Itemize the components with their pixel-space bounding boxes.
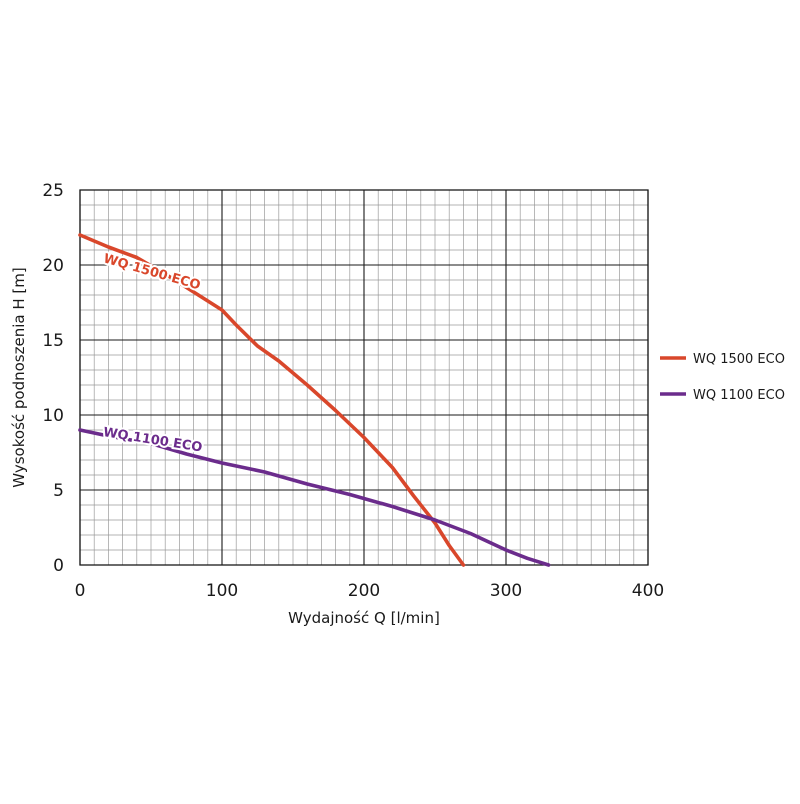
x-tick-label: 400	[632, 581, 664, 601]
x-tick-label: 100	[206, 581, 238, 601]
series-line-2	[78, 428, 551, 567]
plot-frame	[79, 189, 649, 566]
x-tick-label: 300	[490, 581, 522, 601]
x-axis-title: Wydajność Q [l/min]	[288, 609, 440, 627]
legend-label-2: WQ 1100 ECO	[693, 388, 785, 403]
x-tick-label: 200	[348, 581, 380, 601]
x-tick-label: 0	[75, 581, 86, 601]
y-tick-label: 10	[42, 406, 64, 426]
legend-label-1: WQ 1500 ECO	[693, 352, 785, 367]
y-tick-label: 25	[42, 181, 64, 201]
y-tick-label: 0	[53, 556, 64, 576]
y-tick-label: 15	[42, 331, 64, 351]
y-tick-label: 20	[42, 256, 64, 276]
y-axis-title: Wysokość podnoszenia H [m]	[10, 267, 28, 487]
series-line-1	[78, 233, 466, 567]
y-tick-label: 5	[53, 481, 64, 501]
curve-label-1: WQ 1500 ECO	[102, 251, 202, 293]
